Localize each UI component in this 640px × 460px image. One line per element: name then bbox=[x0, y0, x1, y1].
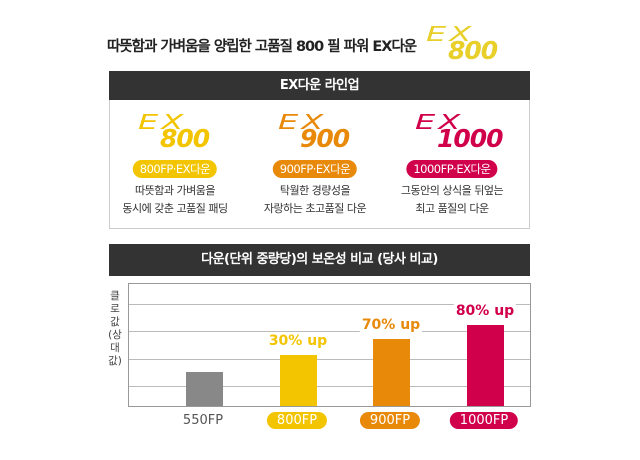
data-label: 30% up bbox=[266, 332, 330, 349]
product-description: 따뜻함과 가벼움을 동시에 갖춘 고품질 패딩 bbox=[122, 184, 228, 215]
page-title: 따뜻함과 가벼움을 양립한 고품질 800 필 파워 EX다운 bbox=[107, 39, 417, 55]
y-axis-label: 클로값(상대값) bbox=[108, 290, 122, 367]
gridline bbox=[129, 386, 530, 387]
x-tick-label: 900FP bbox=[359, 412, 421, 429]
chart-title: 다운(단위 중량당)의 보온성 비교 (당사 비교) bbox=[109, 244, 530, 276]
product-badge: 900FP·EX다운 bbox=[272, 160, 358, 178]
data-label: 70% up bbox=[359, 317, 423, 334]
product-badge: 800FP·EX다운 bbox=[132, 160, 218, 178]
bar-900FP bbox=[373, 339, 410, 406]
data-label: 80% up bbox=[453, 303, 517, 320]
gridline bbox=[129, 331, 530, 332]
ex800-logo: EX 800 bbox=[426, 22, 498, 65]
x-tick-label: 550FP bbox=[182, 413, 224, 428]
lineup-box bbox=[109, 100, 530, 229]
gridline bbox=[129, 359, 530, 360]
bar-800FP bbox=[280, 354, 317, 406]
gridline bbox=[129, 304, 530, 305]
ex-logo: EX 900 bbox=[278, 110, 350, 153]
product-badge: 1000FP·EX다운 bbox=[406, 160, 498, 178]
lineup-heading: EX다운 라인업 bbox=[109, 71, 530, 100]
product-description: 그동안의 상식을 뒤엎는 최고 품질의 다운 bbox=[400, 184, 504, 215]
plot-area: 30% up 70% up 80% up bbox=[128, 283, 531, 407]
ex-logo: EX 1000 bbox=[415, 110, 504, 153]
ex-logo: EX 800 bbox=[138, 110, 210, 153]
x-tick-label: 800FP bbox=[266, 412, 328, 429]
bar-1000FP bbox=[467, 325, 504, 406]
x-tick-label: 1000FP bbox=[449, 412, 519, 429]
product-description: 탁월한 경량성을 자랑하는 초고품질 다운 bbox=[263, 184, 367, 215]
bar-550FP bbox=[186, 371, 223, 406]
